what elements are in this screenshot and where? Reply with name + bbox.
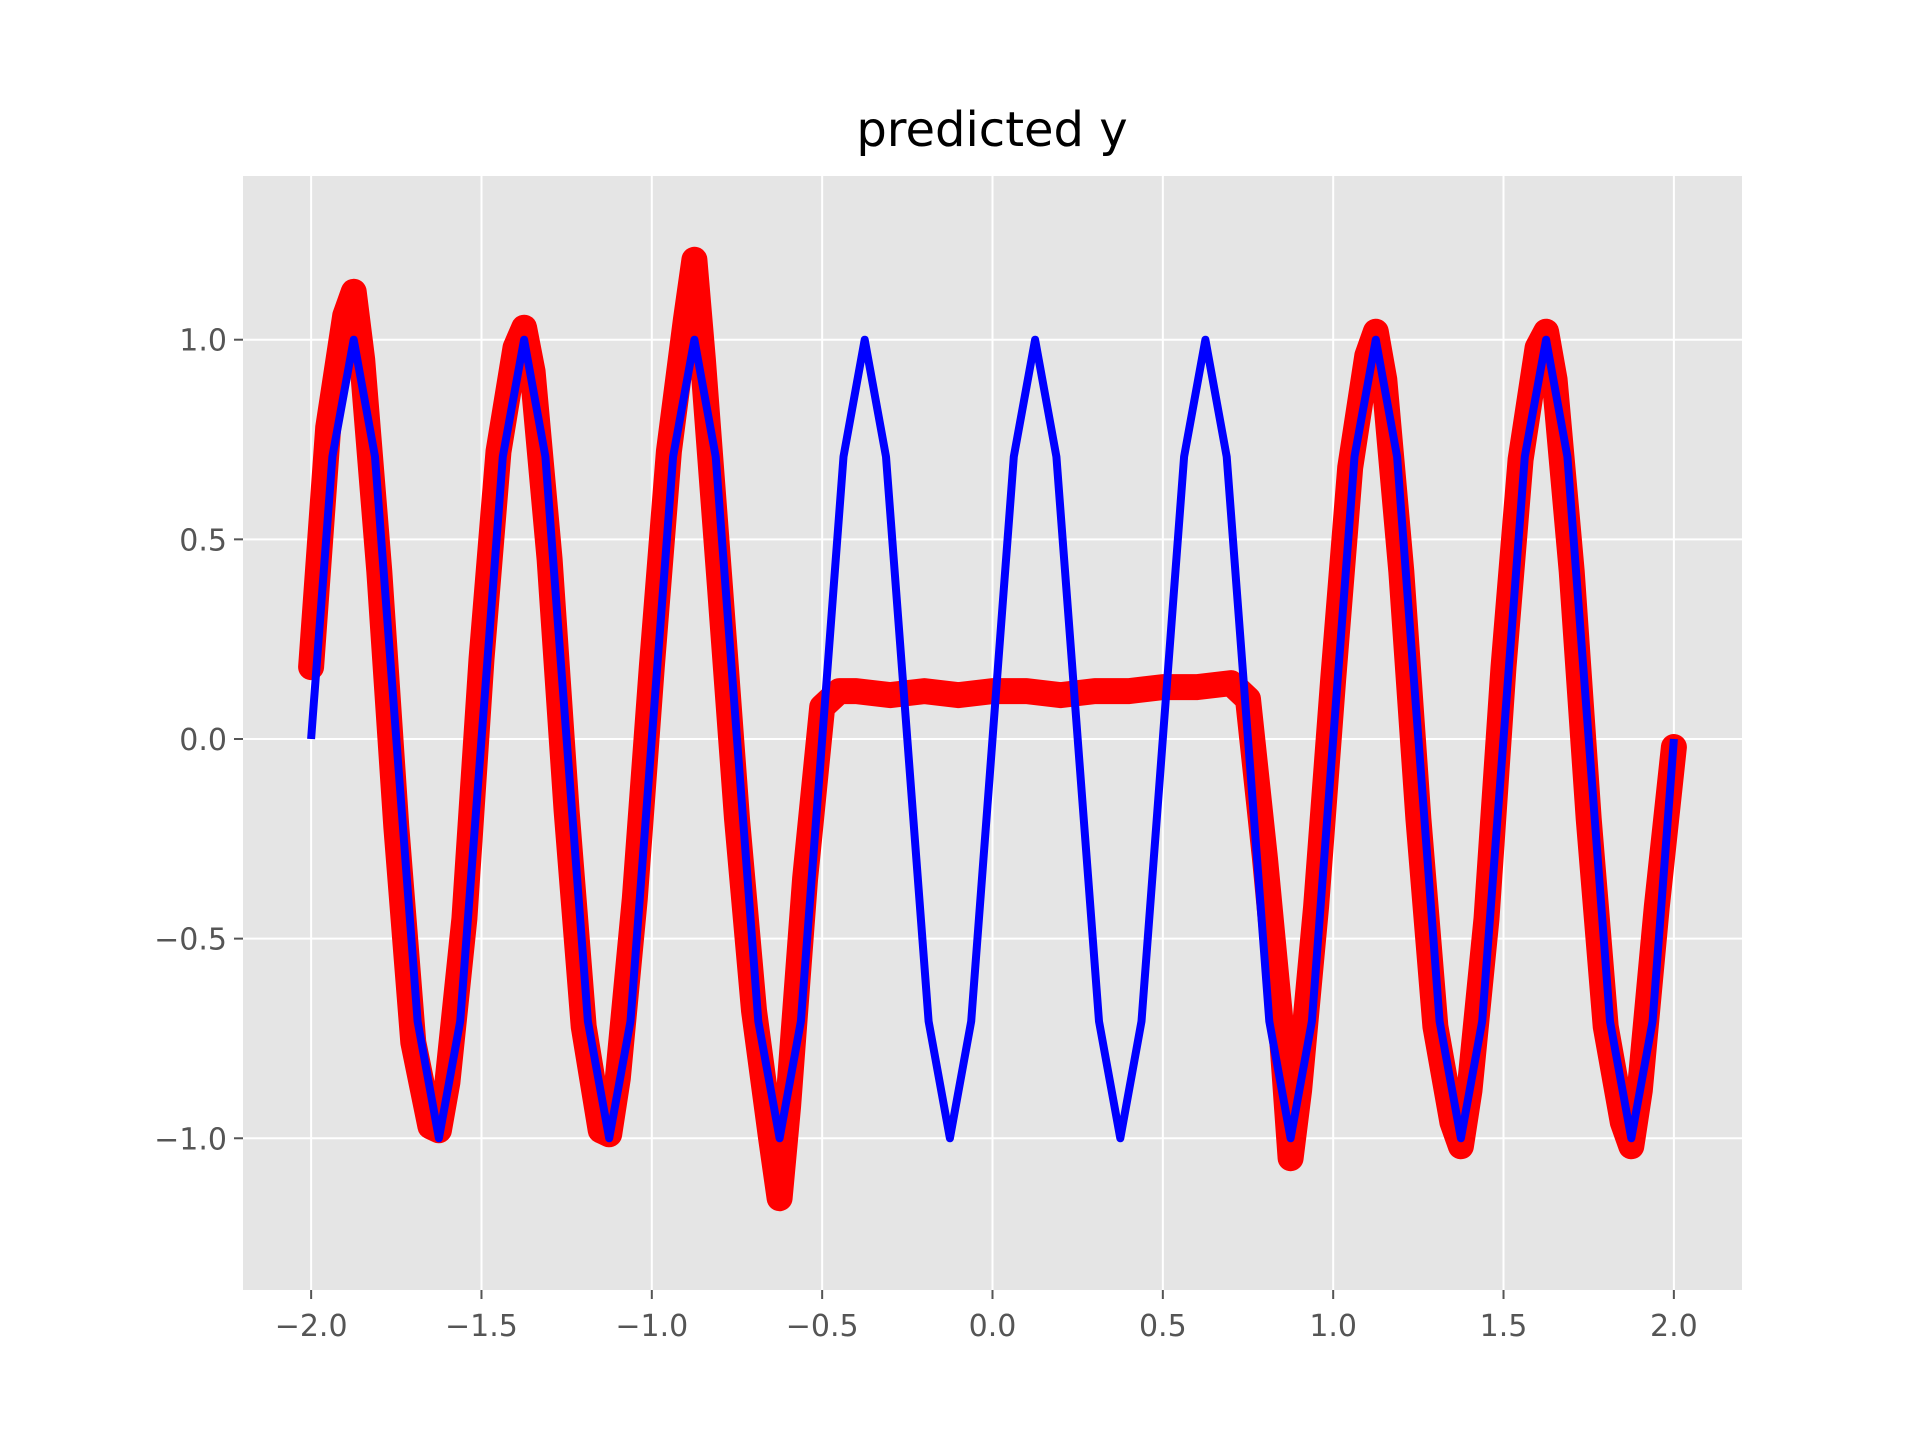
y-tick-label: −1.0	[154, 1122, 227, 1157]
prediction-point	[512, 315, 537, 340]
truth-line	[307, 335, 1678, 1143]
prediction-point	[1534, 319, 1559, 344]
x-tick-label: −0.5	[786, 1309, 859, 1344]
prediction-point	[341, 279, 366, 304]
prediction-point	[333, 303, 358, 328]
prediction-point	[1014, 679, 1039, 704]
y-tick-label: 1.0	[179, 324, 227, 359]
prediction-point	[1218, 671, 1243, 696]
x-tick-label: 0.5	[1139, 1309, 1187, 1344]
x-tick-label: 1.5	[1480, 1309, 1528, 1344]
x-tick-label: 0.0	[969, 1309, 1017, 1344]
x-tick-label: 1.0	[1309, 1309, 1357, 1344]
x-tick-label: −1.5	[445, 1309, 518, 1344]
prediction-point	[1619, 1134, 1644, 1159]
chart-title: predicted y	[856, 102, 1127, 158]
prediction-point	[1082, 679, 1107, 704]
x-tick-label: −2.0	[275, 1309, 348, 1344]
prediction-point	[1184, 675, 1209, 700]
prediction-point	[912, 679, 937, 704]
prediction-point	[1363, 319, 1388, 344]
truth-series	[307, 335, 1678, 1143]
prediction-point	[673, 307, 698, 332]
prediction-point	[946, 683, 971, 708]
y-tick-label: 0.0	[179, 723, 227, 758]
y-tick-label: 0.5	[179, 523, 227, 558]
x-tick-label: −1.0	[615, 1309, 688, 1344]
prediction-point	[827, 679, 852, 704]
prediction-point	[1278, 1146, 1303, 1171]
prediction-point	[1116, 679, 1141, 704]
prediction-point	[767, 1186, 792, 1211]
y-axis: −1.0 −0.5 0.0 0.5 1.0	[154, 324, 243, 1157]
prediction-point	[1448, 1134, 1473, 1159]
prediction-point	[844, 679, 869, 704]
y-tick-label: −0.5	[154, 923, 227, 958]
prediction-point	[682, 247, 707, 272]
prediction-point	[1048, 683, 1073, 708]
x-axis: −2.0 −1.5 −1.0 −0.5 0.0 0.5 1.0 1.5 2.0	[275, 1290, 1698, 1344]
prediction-point	[878, 683, 903, 708]
x-tick-label: 2.0	[1650, 1309, 1698, 1344]
